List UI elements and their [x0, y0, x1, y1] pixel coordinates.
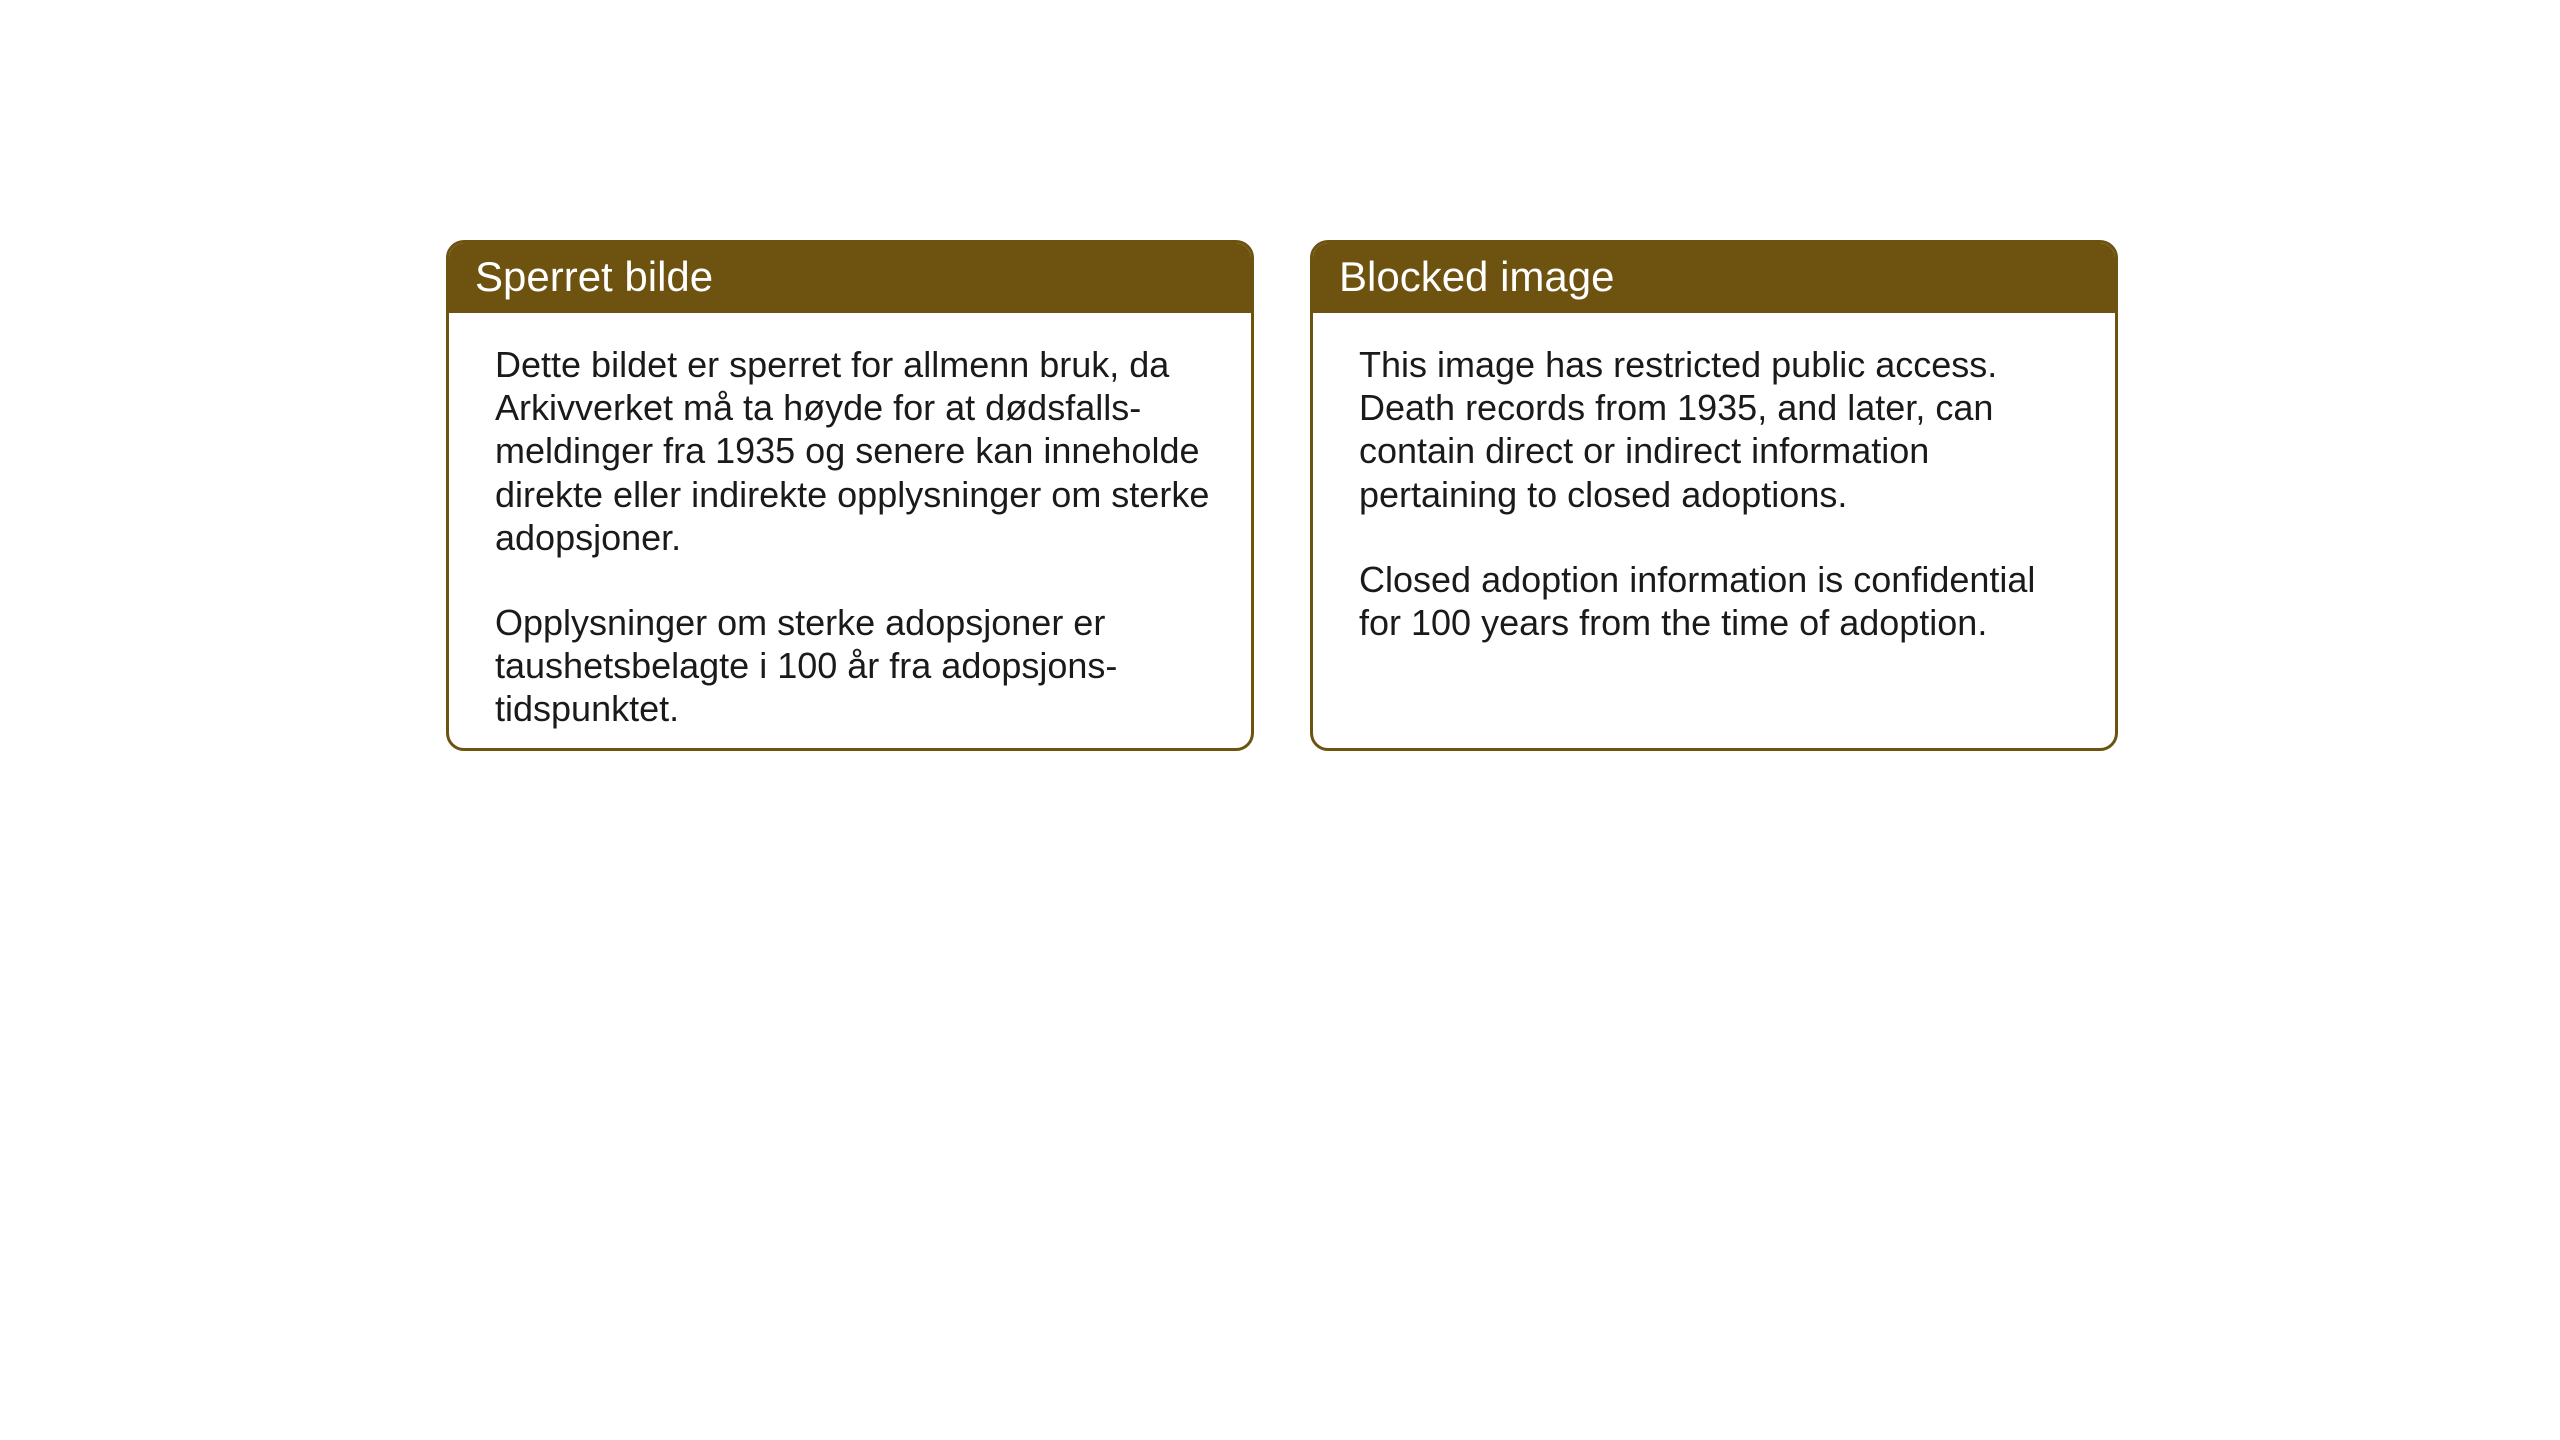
english-notice-card: Blocked image This image has restricted … — [1310, 240, 2118, 751]
norwegian-paragraph-2: Opplysninger om sterke adopsjoner er tau… — [495, 601, 1211, 731]
norwegian-paragraph-1: Dette bildet er sperret for allmenn bruk… — [495, 343, 1211, 559]
english-card-body: This image has restricted public access.… — [1313, 313, 2115, 674]
english-paragraph-2: Closed adoption information is confident… — [1359, 558, 2075, 644]
norwegian-notice-card: Sperret bilde Dette bildet er sperret fo… — [446, 240, 1254, 751]
english-card-title: Blocked image — [1313, 243, 2115, 313]
norwegian-card-title: Sperret bilde — [449, 243, 1251, 313]
norwegian-card-body: Dette bildet er sperret for allmenn bruk… — [449, 313, 1251, 751]
notice-cards-container: Sperret bilde Dette bildet er sperret fo… — [446, 240, 2118, 751]
english-paragraph-1: This image has restricted public access.… — [1359, 343, 2075, 516]
